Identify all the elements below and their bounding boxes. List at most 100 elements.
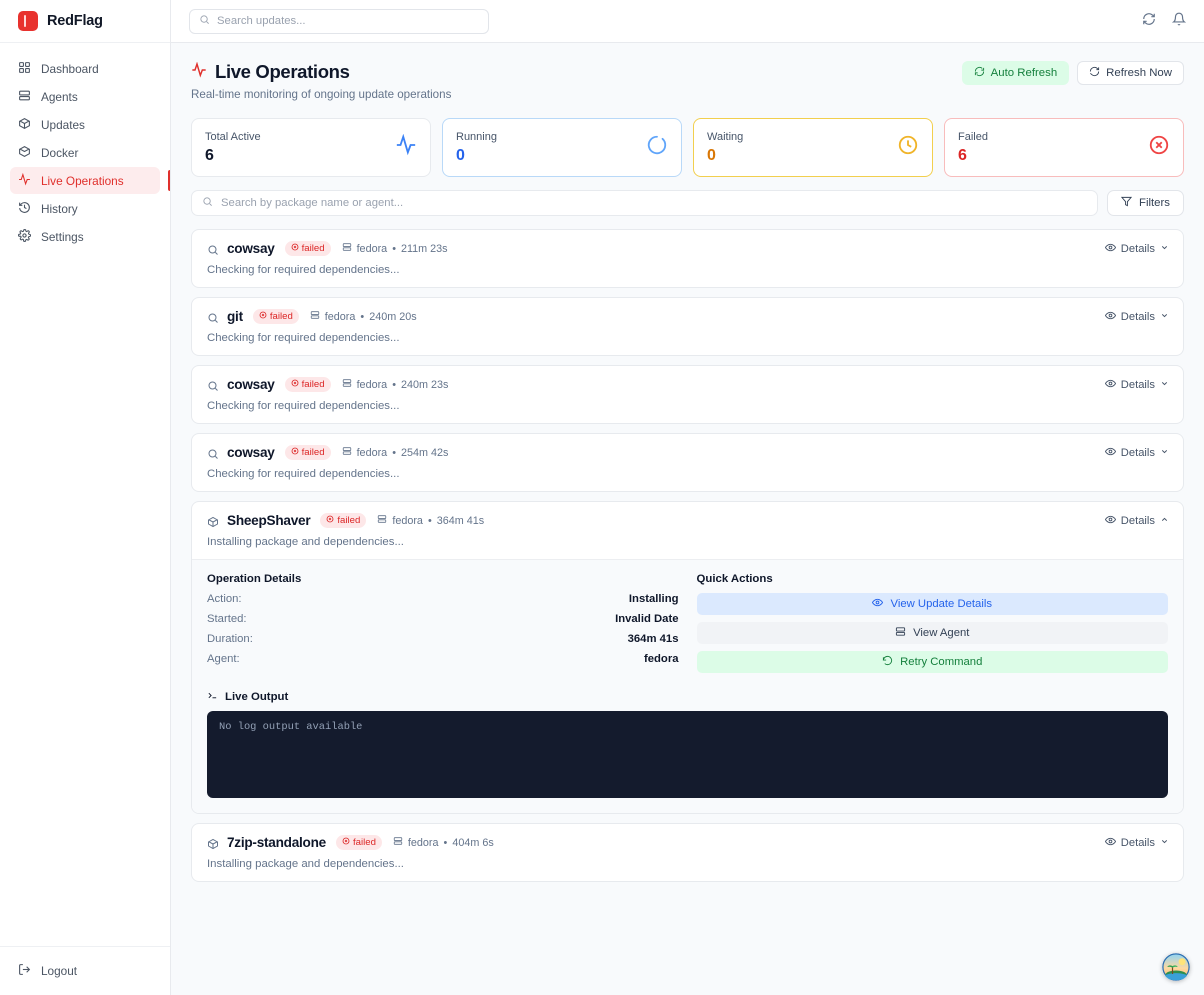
- bell-icon[interactable]: [1171, 12, 1187, 31]
- meta-separator: •: [392, 242, 396, 255]
- sidebar-item-label: Settings: [41, 229, 84, 244]
- operations-list: cowsay failed fedora • 211m 23s: [191, 229, 1184, 882]
- operation-agent: fedora: [324, 310, 356, 323]
- page-title-text: Live Operations: [215, 61, 350, 82]
- stat-card-total-active: Total Active 6: [191, 118, 431, 177]
- brand-name: RedFlag: [47, 13, 103, 29]
- details-button[interactable]: Details: [1104, 378, 1169, 392]
- error-circle-icon: [291, 447, 299, 458]
- logout-button[interactable]: Logout: [10, 958, 160, 984]
- island-landscape-icon[interactable]: [1162, 953, 1190, 981]
- operation-header[interactable]: git failed fedora • 240m 20s: [192, 298, 1183, 355]
- operation-duration: 254m 42s: [400, 446, 449, 459]
- sidebar-item-label: Agents: [41, 89, 78, 104]
- sidebar-item-docker[interactable]: Docker: [10, 139, 160, 166]
- operation-header[interactable]: cowsay failed fedora • 240m 23s: [192, 366, 1183, 423]
- eye-icon: [1104, 836, 1116, 850]
- view-update-details-label: View Update Details: [890, 598, 993, 610]
- auto-refresh-button[interactable]: Auto Refresh: [961, 61, 1070, 85]
- sidebar-item-live-operations[interactable]: Live Operations: [10, 167, 170, 194]
- live-output-text: No log output available: [219, 721, 363, 733]
- operation-expanded-panel: Operation Details Action: Installing Sta…: [192, 559, 1183, 813]
- eye-icon: [1104, 378, 1116, 392]
- brand: RedFlag: [0, 0, 170, 43]
- operations-search[interactable]: [191, 190, 1098, 216]
- operation-header[interactable]: cowsay failed fedora • 254m 42s: [192, 434, 1183, 491]
- meta-separator: •: [427, 514, 432, 527]
- package-icon: [18, 117, 31, 133]
- retry-command-button[interactable]: Retry Command: [696, 651, 1168, 673]
- terminal-icon: [207, 690, 218, 704]
- stat-card-failed: Failed 6: [944, 118, 1184, 177]
- grid-icon: [18, 61, 31, 77]
- stat-card-waiting: Waiting 0: [693, 118, 933, 177]
- stat-cards: Total Active 6 Running 0 Waiting 0: [191, 118, 1184, 177]
- eye-icon: [1104, 242, 1116, 256]
- operation-message: Checking for required dependencies...: [207, 264, 400, 276]
- chevron-down-icon: [1160, 447, 1169, 459]
- funnel-icon: [1120, 196, 1133, 210]
- meta-separator: •: [360, 310, 365, 323]
- search-input[interactable]: [217, 15, 479, 27]
- details-button[interactable]: Details: [1104, 836, 1169, 850]
- operation-card-expanded: SheepShaver failed fedora • 364m 41s: [191, 501, 1184, 814]
- operation-name: 7zip-standalone: [227, 835, 326, 850]
- retry-icon: [882, 655, 893, 669]
- operation-duration: 404m 6s: [452, 836, 494, 849]
- topbar-actions: [1142, 12, 1187, 31]
- package-icon: [207, 837, 219, 849]
- details-button[interactable]: Details: [1104, 242, 1169, 256]
- operation-card: 7zip-standalone failed fedora • 404m 6s: [191, 823, 1184, 882]
- page-header: Live Operations Real-time monitoring of …: [191, 61, 1184, 101]
- refresh-now-button[interactable]: Refresh Now: [1077, 61, 1184, 85]
- operation-message: Installing package and dependencies...: [207, 536, 404, 548]
- operation-message: Checking for required dependencies...: [207, 332, 400, 344]
- operation-header[interactable]: SheepShaver failed fedora • 364m 41s: [192, 502, 1183, 559]
- operation-card: cowsay failed fedora • 211m 23s: [191, 229, 1184, 288]
- main-area: Live Operations Real-time monitoring of …: [171, 0, 1204, 995]
- filters-button[interactable]: Filters: [1106, 190, 1184, 216]
- view-update-details-button[interactable]: View Update Details: [696, 593, 1168, 615]
- detail-value: fedora: [643, 653, 679, 665]
- error-circle-icon: [342, 837, 350, 848]
- server-icon: [18, 89, 31, 105]
- details-button[interactable]: Details: [1104, 514, 1169, 528]
- view-agent-button[interactable]: View Agent: [696, 622, 1168, 644]
- server-icon: [342, 378, 352, 391]
- operation-name: cowsay: [227, 377, 275, 392]
- status-badge: failed: [284, 377, 331, 392]
- search-icon: [207, 379, 219, 391]
- operation-header[interactable]: cowsay failed fedora • 211m 23s: [192, 230, 1183, 287]
- operation-name: SheepShaver: [227, 513, 311, 528]
- global-search[interactable]: [189, 8, 489, 34]
- refresh-now-label: Refresh Now: [1106, 67, 1172, 79]
- meta-separator: •: [392, 446, 396, 459]
- sidebar-item-settings[interactable]: Settings: [10, 223, 160, 250]
- refresh-icon[interactable]: [1142, 12, 1156, 31]
- sidebar-item-label: Live Operations: [41, 173, 124, 188]
- sidebar-item-dashboard[interactable]: Dashboard: [10, 55, 160, 82]
- operation-card: cowsay failed fedora • 254m 42s: [191, 433, 1184, 492]
- operation-duration: 211m 23s: [400, 242, 448, 255]
- page-subtitle: Real-time monitoring of ongoing update o…: [191, 88, 452, 101]
- operations-search-input[interactable]: [221, 197, 1087, 209]
- details-button[interactable]: Details: [1104, 310, 1169, 324]
- operation-details-title: Operation Details: [207, 573, 302, 585]
- clock-icon: [897, 134, 919, 161]
- activity-icon: [191, 61, 207, 83]
- operation-header[interactable]: 7zip-standalone failed fedora • 404m 6s: [192, 824, 1183, 881]
- activity-icon: [395, 133, 417, 161]
- logout-icon: [18, 963, 31, 979]
- eye-icon: [1104, 446, 1116, 460]
- operation-agent: fedora: [356, 446, 388, 459]
- status-badge: failed: [284, 445, 331, 460]
- details-label: Details: [1120, 836, 1155, 849]
- sidebar: RedFlag Dashboard Agents Updates Docker …: [0, 0, 171, 995]
- detail-key: Agent:: [207, 653, 240, 665]
- sidebar-item-agents[interactable]: Agents: [10, 83, 160, 110]
- details-button[interactable]: Details: [1104, 446, 1169, 460]
- operation-message: Checking for required dependencies...: [207, 400, 400, 412]
- operation-meta: fedora • 364m 41s: [377, 514, 484, 527]
- sidebar-item-updates[interactable]: Updates: [10, 111, 160, 138]
- sidebar-item-history[interactable]: History: [10, 195, 160, 222]
